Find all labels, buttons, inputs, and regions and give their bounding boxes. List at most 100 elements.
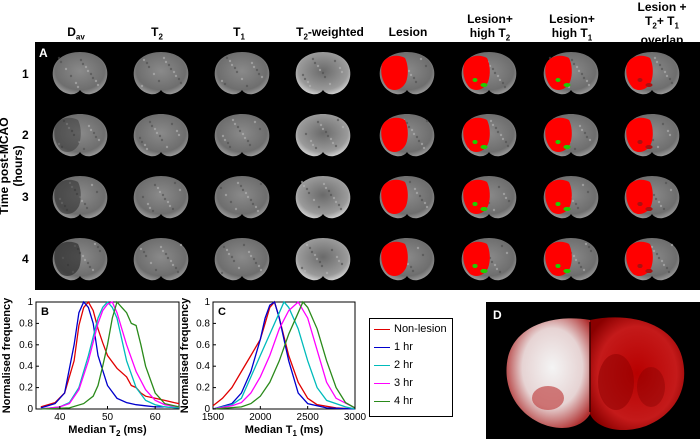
y-tick-label: 0 <box>27 404 33 415</box>
legend-swatch <box>374 400 390 402</box>
legend-swatch <box>374 382 390 384</box>
row-label-2: 2 <box>22 128 29 142</box>
brain-slice-r2-c1 <box>52 114 108 157</box>
series-line-1 <box>40 300 180 409</box>
series-line-3 <box>40 301 180 410</box>
brain-slice-r2-c8 <box>624 114 680 157</box>
brain-slice-r1-c2 <box>133 52 189 95</box>
brain-slice-r1-c8 <box>624 52 680 95</box>
x-axis-label: Median T1 (ms) <box>245 424 324 438</box>
mri-image-grid: A <box>35 42 700 290</box>
brain-slice-r2-c4 <box>295 114 351 157</box>
brain-slice-r1-c4 <box>295 52 351 95</box>
legend-item: 1 hr <box>374 341 413 353</box>
y-tick-label: 0.8 <box>196 318 210 329</box>
y-tick-label: 1 <box>27 297 33 308</box>
x-axis-label: Median T2 (ms) <box>68 424 147 438</box>
brain-slice-r1-c6 <box>461 52 517 95</box>
row-label-3: 3 <box>22 190 29 204</box>
brain-slice-r2-c6 <box>461 114 517 157</box>
y-tick-label: 0.6 <box>196 340 210 351</box>
row-label-4: 4 <box>22 252 29 266</box>
x-tick-label: 2000 <box>249 412 272 423</box>
x-tick-label: 50 <box>102 412 114 423</box>
series-line-0 <box>212 300 356 410</box>
series-line-2 <box>212 300 356 410</box>
series-line-4 <box>212 300 356 410</box>
brain-slice-r3-c5 <box>379 176 435 219</box>
panel-label: C <box>218 306 226 318</box>
x-tick-label: 40 <box>54 412 66 423</box>
y-axis-label: Normalised frequency <box>179 297 191 413</box>
brain-slice-r3-c8 <box>624 176 680 219</box>
legend-label: 1 hr <box>394 341 413 353</box>
legend-item: 4 hr <box>374 395 413 407</box>
y-tick-label: 1 <box>204 297 210 308</box>
brain-slice-r3-c2 <box>133 176 189 219</box>
brain-slice-r4-c1 <box>52 238 108 281</box>
y-axis-label: Time post-MCAO (hours) <box>0 117 25 215</box>
brain-slice-r4-c7 <box>543 238 599 281</box>
x-tick-label: 1500 <box>202 412 225 423</box>
y-tick-label: 0.4 <box>19 361 33 372</box>
brain-slice-r3-c4 <box>295 176 351 219</box>
brain-slice-r1-c5 <box>379 52 435 95</box>
legend-swatch <box>374 346 390 348</box>
brain-slice-r4-c8 <box>624 238 680 281</box>
series-line-1 <box>212 300 356 410</box>
brain-slice-image <box>506 317 685 431</box>
legend-label: 3 hr <box>394 377 413 389</box>
brain-slice-r4-c2 <box>133 238 189 281</box>
y-tick-label: 0 <box>204 404 210 415</box>
brain-slice-r4-c6 <box>461 238 517 281</box>
panel-label-a: A <box>39 46 48 60</box>
header-overlap: Lesion + T2+ T1 overlap <box>637 0 687 48</box>
legend-swatch <box>374 364 390 366</box>
brain-slice-r4-c4 <box>295 238 351 281</box>
legend-item: 3 hr <box>374 377 413 389</box>
brain-slice-r3-c3 <box>214 176 270 219</box>
y-tick-label: 0.2 <box>196 383 210 394</box>
x-tick-label: 3000 <box>344 412 366 423</box>
legend-swatch <box>374 328 390 330</box>
header-t2-weighted: T2-weighted <box>296 25 364 42</box>
y-axis-label: Normalised frequency <box>1 297 13 413</box>
brain-slice-r2-c5 <box>379 114 435 157</box>
series-line-2 <box>40 301 180 410</box>
legend-label: 2 hr <box>394 359 413 371</box>
panel-label-d: D <box>493 308 502 322</box>
x-tick-label: 2500 <box>297 412 320 423</box>
y-tick-label: 0.4 <box>196 361 210 372</box>
legend-label: 4 hr <box>394 395 413 407</box>
brain-slice-r1-c1 <box>52 52 108 95</box>
t1-histogram-chart: 0 0.2 0.4 0.6 0.8 1 1500 2000 2500 3000 Median T1 … <box>179 297 366 438</box>
brain-slice-r2-c3 <box>214 114 270 157</box>
series-line-4 <box>40 300 180 410</box>
brain-slice-r3-c1 <box>52 176 108 219</box>
legend-item: Non-lesion <box>374 323 447 335</box>
left-hemisphere <box>506 318 590 428</box>
brain-slice-r3-c6 <box>461 176 517 219</box>
y-tick-label: 0.6 <box>19 340 33 351</box>
plot-frame <box>212 301 356 410</box>
header-t2: T2 <box>151 25 163 42</box>
panel-label: B <box>41 306 49 318</box>
row-label-1: 1 <box>22 67 29 81</box>
brain-slice-r2-c2 <box>133 114 189 157</box>
header-t1: T1 <box>233 25 245 42</box>
brain-slice-r3-c7 <box>543 176 599 219</box>
y-tick-label: 0.2 <box>19 383 33 394</box>
x-tick-label: 60 <box>150 412 162 423</box>
brain-slice-r1-c7 <box>543 52 599 95</box>
brain-slice-r1-c3 <box>214 52 270 95</box>
series-line-3 <box>212 300 356 410</box>
stained-brain-photo: D <box>486 302 700 439</box>
chart-legend: Non-lesion 1 hr 2 hr 3 hr 4 hr <box>369 318 453 417</box>
brain-slice-r2-c7 <box>543 114 599 157</box>
legend-item: 2 hr <box>374 359 413 371</box>
header-lesion: Lesion <box>388 25 428 39</box>
header-dav: Dav <box>67 25 85 42</box>
y-tick-label: 0.8 <box>19 318 33 329</box>
legend-label: Non-lesion <box>394 323 447 335</box>
